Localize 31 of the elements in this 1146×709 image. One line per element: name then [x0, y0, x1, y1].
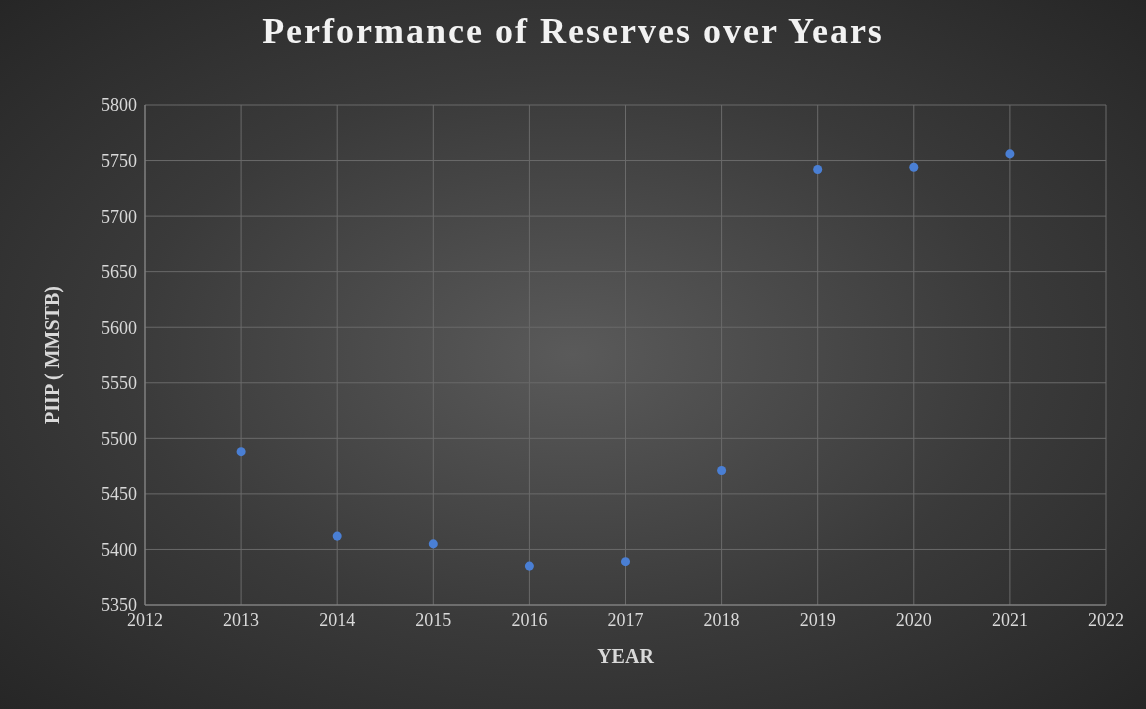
x-tick-label: 2013 [223, 609, 260, 630]
point [620, 557, 631, 567]
x-tick-label: 2021 [991, 609, 1028, 630]
x-tick-label: 2020 [895, 609, 932, 630]
x-tick-label: 2019 [799, 609, 836, 630]
y-tick-label: 5750 [101, 150, 137, 171]
y-tick-label: 5650 [101, 262, 137, 283]
y-tick-label: 5500 [101, 428, 137, 449]
point [717, 466, 727, 476]
x-tick-label: 2017 [607, 609, 644, 630]
y-tick-label: 5800 [101, 95, 137, 116]
point [428, 539, 438, 549]
x-tick-label: 2014 [319, 609, 356, 630]
point [813, 164, 823, 174]
y-tick-label: 5450 [101, 484, 137, 505]
y-tick-label: 5400 [101, 539, 137, 560]
x-tick-label: 2016 [511, 609, 548, 630]
point [236, 447, 246, 457]
y-axis-title: PIIP ( MMSTB) [41, 286, 65, 424]
point [332, 531, 342, 541]
point [909, 162, 919, 172]
y-tick-label: 5600 [101, 317, 137, 338]
point [1005, 149, 1015, 159]
chart-title: Performance of Reserves over Years [261, 10, 885, 52]
y-tick-label: 5550 [101, 373, 137, 394]
point [524, 561, 534, 571]
y-tick-label: 5700 [101, 206, 137, 227]
x-tick-label: 2018 [703, 609, 740, 630]
x-tick-label: 2015 [415, 609, 452, 630]
x-tick-label: 2022 [1088, 609, 1124, 630]
x-axis-title: YEAR [597, 645, 655, 667]
